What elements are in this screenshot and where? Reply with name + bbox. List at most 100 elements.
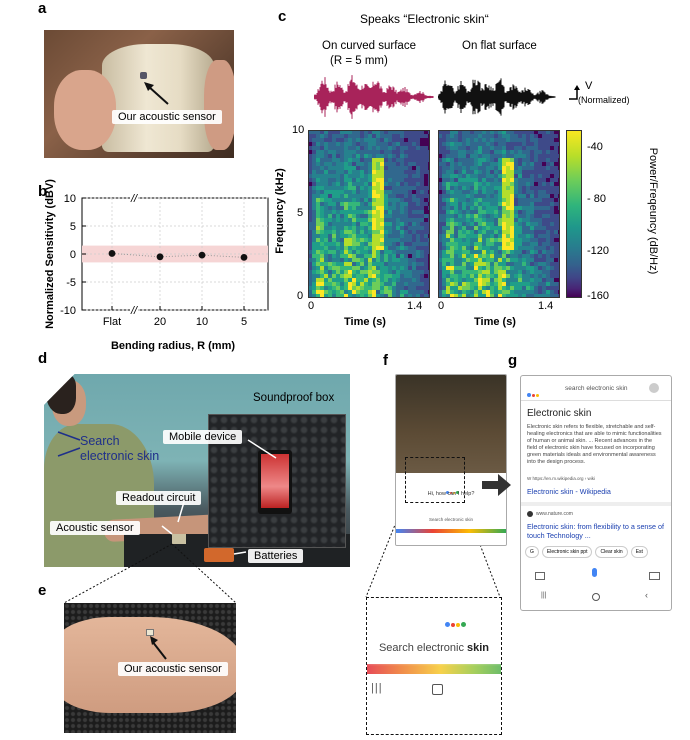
- photo-hand-sensor: Our acoustic sensor: [64, 603, 236, 733]
- recent-apps-icon[interactable]: |||: [541, 592, 547, 599]
- panel-label-d: d: [38, 350, 48, 367]
- thumb: [54, 70, 116, 150]
- amplitude-unit: V: [585, 80, 593, 92]
- spec-flat-xtick-1: 1.4: [538, 300, 554, 312]
- panel-label-b: b: [38, 183, 48, 200]
- zoom-inset: Search electronic skin |||: [366, 597, 502, 735]
- sensor-callout-e: Our acoustic sensor: [118, 662, 228, 676]
- spec-ytick-10: 10: [292, 124, 305, 136]
- data-point: [240, 253, 248, 261]
- finger: [204, 60, 234, 150]
- xtick-label: 10: [196, 316, 208, 328]
- section-divider: [521, 502, 671, 506]
- waveform-flat: [438, 78, 556, 116]
- series-line: [111, 252, 245, 258]
- result-source: W https://en.m.wikipedia.org › wiki: [527, 476, 596, 481]
- xtick-label: 20: [154, 316, 166, 328]
- result-heading: Electronic skin: [527, 408, 592, 419]
- result-link-nature[interactable]: Electronic skin: from flexibility to a s…: [527, 522, 665, 540]
- right-arrow-icon: [482, 474, 511, 496]
- chip-clear-skin[interactable]: Clear skin: [595, 546, 628, 558]
- mobile-label: Mobile device: [163, 430, 243, 444]
- soundproof-label: Soundproof box: [253, 392, 335, 404]
- ytick-label: 0: [70, 249, 76, 261]
- readout-board: [172, 534, 186, 544]
- assistant-color-bar: [396, 529, 506, 533]
- curved-film: [102, 44, 214, 152]
- colorbar-tick-120: -120: [587, 245, 610, 257]
- mic-icon[interactable]: [592, 568, 597, 577]
- ytick-label: -5: [66, 277, 76, 289]
- battery-pack: [204, 548, 234, 562]
- spectrogram-frame: [308, 130, 430, 298]
- colorbar-tick-40: -40: [587, 141, 603, 153]
- sensor-dot-e: [146, 629, 154, 636]
- colorbar-tick-160: -160: [587, 290, 610, 302]
- chip-more[interactable]: Est: [630, 546, 648, 558]
- search-text[interactable]: search electronic skin: [565, 385, 628, 392]
- phone-screen: [261, 454, 289, 508]
- assistant-dots-icon: [527, 384, 539, 402]
- back-icon[interactable]: ‹: [645, 590, 648, 600]
- acoustic-sensor-label: Acoustic sensor: [50, 521, 140, 535]
- home-icon[interactable]: [432, 684, 443, 695]
- zoom-color-fade: [367, 656, 501, 666]
- spec-flat-xlabel: Time (s): [474, 316, 516, 328]
- avatar[interactable]: [649, 383, 659, 393]
- result-site-nature: www.nature.com: [536, 511, 573, 517]
- spectrogram-cells: [308, 130, 430, 298]
- assistant-query-small: Search electronic skin: [428, 517, 474, 522]
- sensor-dot: [140, 72, 147, 79]
- curved-radius-label: (R = 5 mm): [330, 55, 388, 67]
- sensor-callout-a: Our acoustic sensor: [112, 110, 222, 124]
- axis-break-mask: [130, 194, 138, 202]
- curved-label: On curved surface: [322, 40, 416, 52]
- amplitude-arrow-icon: [569, 85, 580, 100]
- assistant-screenshot: Hi, how can I help? Search electronic sk…: [395, 374, 507, 546]
- camera-icon[interactable]: [535, 572, 545, 580]
- speech-lines-icon: [57, 431, 81, 457]
- spec-flat-xtick-0: 0: [438, 300, 445, 312]
- waveform-curved: [314, 75, 434, 119]
- result-link-wikipedia[interactable]: Electronic skin - Wikipedia: [527, 487, 611, 496]
- result-snippet: Electronic skin refers to flexible, stre…: [527, 424, 662, 465]
- keyboard-icon[interactable]: [649, 572, 660, 580]
- photo-curved-sensor: Our acoustic sensor: [44, 30, 234, 158]
- search-results-screenshot: search electronic skin Electronic skin E…: [520, 375, 672, 611]
- zoom-query-bold: skin: [467, 642, 490, 654]
- axis-break-mask: [130, 306, 138, 314]
- spec-curved-xlabel: Time (s): [344, 316, 386, 328]
- axis-break-mark: //: [130, 305, 138, 317]
- xtick-label: 5: [241, 316, 247, 328]
- panel-c-title: Speaks “Electronic skin“: [360, 12, 489, 26]
- arrow-icon: [150, 636, 167, 660]
- recent-apps-icon[interactable]: |||: [371, 682, 383, 694]
- zoom-box-small: [405, 457, 465, 503]
- zoom-query: Search electronic skin: [367, 642, 501, 654]
- batteries-label: Batteries: [248, 549, 304, 563]
- spectrogram-cells: [438, 130, 560, 298]
- zoom-query-light: Search electronic: [378, 642, 468, 654]
- axis-break-mark: //: [130, 193, 138, 205]
- assistant-prompt: Hi, how can I help?: [427, 491, 475, 497]
- spectrogram-flat: [438, 130, 560, 298]
- flat-label: On flat surface: [462, 40, 537, 52]
- chip-ppt[interactable]: Electronic skin ppt: [541, 546, 593, 558]
- related-chips: G Electronic skin ppt Clear skin Est: [525, 546, 648, 558]
- assistant-dots-icon: [446, 481, 459, 499]
- colorbar: [566, 130, 582, 298]
- spectrogram-frame: [438, 130, 560, 298]
- panel-label-e: e: [38, 582, 47, 599]
- ytick-label: 10: [64, 193, 76, 205]
- readout-label: Readout circuit: [116, 491, 202, 505]
- chip-google[interactable]: G: [525, 546, 539, 558]
- colorbar-tick-80: - 80: [587, 193, 606, 205]
- speech-text: Search electronic skin: [80, 434, 160, 463]
- panel-label-c: c: [278, 8, 287, 25]
- data-point: [108, 250, 116, 257]
- panel-label-g: g: [508, 352, 518, 369]
- assistant-dots-icon: [445, 614, 466, 632]
- home-icon[interactable]: [592, 593, 600, 601]
- divider: [521, 400, 671, 401]
- panel-label-a: a: [38, 0, 47, 17]
